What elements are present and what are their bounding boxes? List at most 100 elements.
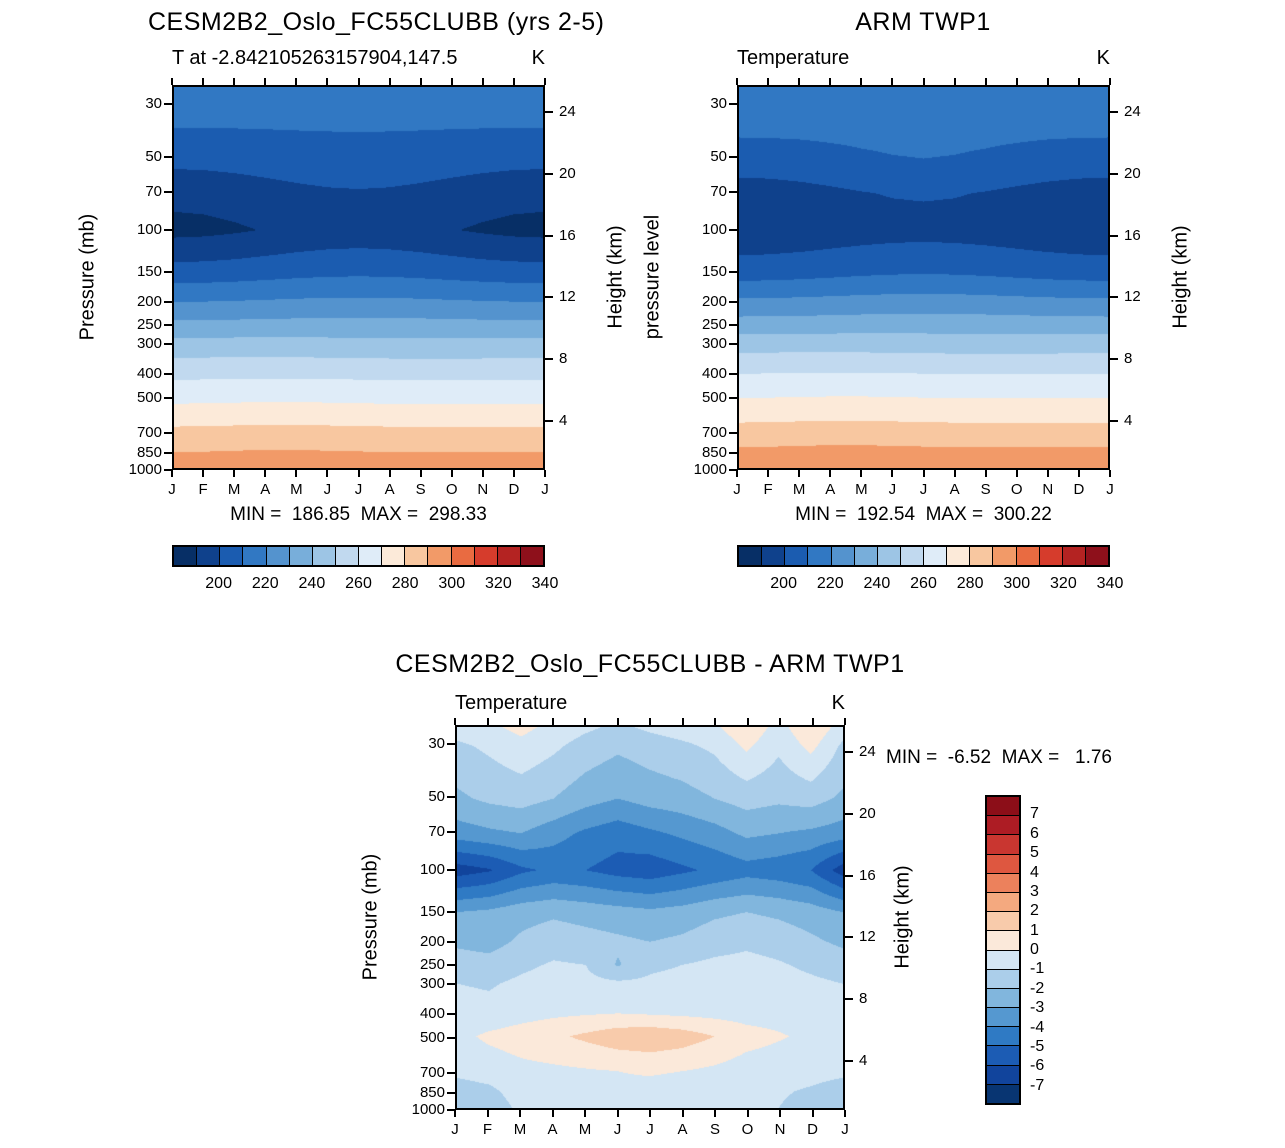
- pressure-tick-mark: [729, 324, 737, 327]
- month-tick-mark: [1077, 78, 1080, 85]
- colorbar-cell: [334, 547, 358, 565]
- month-tick-mark: [486, 1110, 489, 1117]
- pressure-tick-label: 200: [419, 933, 445, 951]
- height-tick-mark: [1110, 172, 1118, 175]
- height-tick-label: 8: [859, 990, 868, 1008]
- colorbar-cell: [473, 547, 497, 565]
- month-tick-mark: [1109, 470, 1111, 477]
- pressure-tick-mark: [164, 452, 172, 455]
- minmax-label: MIN = 192.54 MAX = 300.22: [795, 504, 1052, 525]
- month-tick-label: J: [1106, 481, 1114, 498]
- pressure-tick-mark: [447, 1092, 455, 1095]
- month-tick-label: J: [888, 481, 897, 498]
- colorbar-label: 5: [1030, 844, 1039, 862]
- pressure-tick-mark: [729, 271, 737, 273]
- month-tick-mark: [953, 470, 956, 477]
- colorbar-cell: [807, 547, 831, 565]
- pressure-tick-mark: [447, 964, 455, 967]
- month-tick-mark: [798, 470, 801, 477]
- pressure-tick-label: 300: [701, 335, 727, 353]
- month-tick-label: J: [451, 1121, 459, 1138]
- colorbar-cell: [987, 797, 1019, 816]
- pressure-tick-mark: [729, 343, 737, 346]
- panel-title: ARM TWP1: [855, 8, 991, 36]
- panel-title: CESM2B2_Oslo_FC55CLUBB (yrs 2-5): [148, 8, 605, 36]
- colorbar-cell: [242, 547, 266, 565]
- month-tick-mark: [616, 1110, 619, 1117]
- colorbar-cell: [1015, 547, 1039, 565]
- pressure-tick-mark: [447, 831, 455, 834]
- height-tick-mark: [1110, 420, 1118, 423]
- y-axis-label-left: Pressure (mb): [359, 853, 382, 981]
- colorbar-label: 260: [910, 575, 937, 592]
- month-tick-mark: [584, 1110, 586, 1117]
- height-tick-mark: [845, 751, 853, 754]
- month-tick-mark: [1077, 470, 1080, 477]
- month-tick-label: M: [513, 1121, 527, 1138]
- month-tick-label: A: [384, 481, 395, 498]
- month-tick-mark: [844, 1110, 846, 1117]
- colorbar-label: 200: [770, 575, 797, 592]
- colorbar-cell: [288, 547, 312, 565]
- panel-subtitle: T at -2.842105263157904,147.5: [172, 47, 458, 69]
- pressure-tick-mark: [729, 103, 737, 106]
- colorbar-cell: [1038, 547, 1062, 565]
- month-tick-label: J: [919, 481, 928, 498]
- pressure-tick-mark: [729, 469, 737, 471]
- unit-label: K: [1096, 47, 1110, 69]
- month-tick-mark: [1046, 78, 1049, 85]
- month-tick-mark: [953, 78, 956, 85]
- colorbar-cell: [899, 547, 923, 565]
- minmax-label: MIN = 186.85 MAX = 298.33: [230, 504, 487, 525]
- colorbar-label: 3: [1030, 882, 1039, 900]
- colorbar: [172, 545, 545, 567]
- unit-label: K: [831, 692, 845, 714]
- contour-canvas: [457, 727, 843, 1108]
- pressure-tick-label: 70: [428, 823, 445, 841]
- colorbar-label: 2: [1030, 902, 1039, 920]
- colorbar-cell: [987, 949, 1019, 969]
- height-tick-mark: [845, 936, 853, 939]
- height-tick-label: 4: [1124, 412, 1133, 430]
- pressure-tick-label: 250: [701, 316, 727, 334]
- contour-canvas: [739, 87, 1108, 468]
- month-tick-label: S: [980, 481, 991, 498]
- colorbar-label: -5: [1030, 1037, 1045, 1055]
- colorbar-label: -4: [1030, 1018, 1045, 1036]
- month-tick-mark: [295, 78, 298, 85]
- month-tick-mark: [844, 718, 846, 725]
- pressure-tick-label: 30: [710, 95, 727, 113]
- height-tick-label: 20: [559, 164, 576, 182]
- pressure-tick-mark: [447, 1013, 455, 1016]
- colorbar-cell: [987, 872, 1019, 892]
- month-tick-mark: [202, 78, 205, 85]
- pressure-tick-label: 1000: [411, 1101, 445, 1118]
- pressure-tick-mark: [729, 373, 737, 376]
- colorbar-label: 6: [1030, 824, 1039, 842]
- month-tick-label: J: [323, 481, 332, 498]
- colorbar-cell: [265, 547, 289, 565]
- height-tick-label: 20: [859, 804, 876, 822]
- colorbar-cell: [987, 891, 1019, 912]
- colorbar-label: 240: [298, 575, 326, 592]
- month-tick-mark: [922, 78, 925, 85]
- pressure-tick-mark: [447, 796, 455, 799]
- pressure-tick-mark: [729, 396, 737, 399]
- colorbar-cell: [987, 1026, 1019, 1046]
- colorbar-cell: [987, 834, 1019, 854]
- pressure-tick-label: 30: [428, 735, 445, 753]
- colorbar-label: -3: [1030, 999, 1045, 1017]
- pressure-tick-mark: [447, 1036, 455, 1039]
- month-tick-label: A: [547, 1121, 558, 1138]
- pressure-tick-mark: [729, 156, 737, 159]
- month-tick-mark: [811, 1110, 814, 1117]
- pressure-tick-mark: [164, 396, 172, 399]
- y-axis-label-left: Pressure (mb): [76, 213, 99, 341]
- plot-area: [172, 85, 545, 470]
- pressure-tick-label: 400: [136, 365, 162, 383]
- pressure-tick-label: 150: [419, 903, 445, 920]
- month-tick-mark: [1015, 78, 1018, 85]
- colorbar-label: -7: [1030, 1076, 1045, 1094]
- month-tick-mark: [767, 78, 770, 85]
- colorbar-cell: [219, 547, 243, 565]
